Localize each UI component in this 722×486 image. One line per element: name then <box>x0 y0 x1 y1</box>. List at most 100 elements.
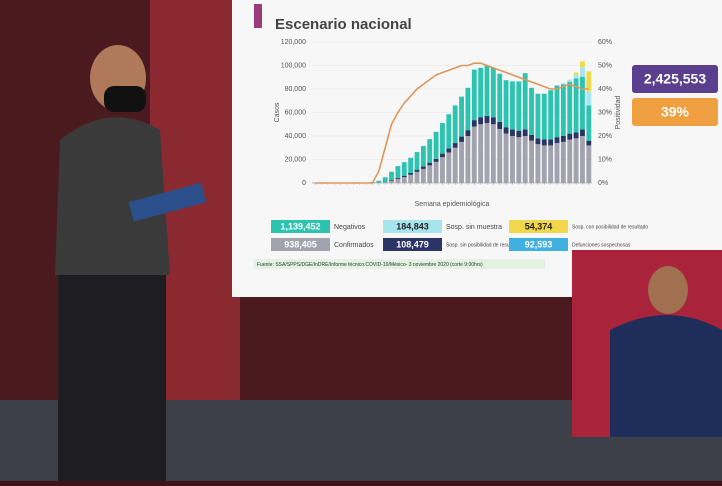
bar-segment <box>555 137 560 143</box>
bar-segment <box>542 140 547 146</box>
bar-segment <box>497 122 502 129</box>
bar-segment <box>529 88 534 135</box>
bar-segment <box>427 163 432 166</box>
bar-segment <box>421 146 426 167</box>
bar-segment <box>415 172 420 183</box>
bar-segment <box>389 180 394 181</box>
bar-segment <box>440 157 445 183</box>
y-tick-label: 80,000 <box>285 86 307 93</box>
bar-segment <box>567 80 572 82</box>
bar-segment <box>491 124 496 183</box>
y2-tick-label: 10% <box>598 156 612 163</box>
bar-segment <box>376 181 381 183</box>
y2-tick-label: 40% <box>598 86 612 93</box>
bar-segment <box>408 175 413 183</box>
bar-segment <box>478 68 483 117</box>
bar-segment <box>580 61 585 67</box>
y-tick-label: 60,000 <box>285 109 307 116</box>
bar-segment <box>478 124 483 183</box>
bar-segment <box>491 117 496 124</box>
bar-segment <box>395 178 400 179</box>
bar-segment <box>542 145 547 183</box>
bar-segment <box>434 162 439 183</box>
bar-segment <box>446 148 451 152</box>
bar-segment <box>446 152 451 183</box>
bar-segment <box>504 134 509 183</box>
source: Fuente: SSA/SPPS/DGE/InDRE/Informe técni… <box>257 262 483 268</box>
legend-total: 92,593 <box>525 239 553 249</box>
bar-segment <box>586 145 591 183</box>
bar-segment <box>491 68 496 117</box>
bar-segment <box>561 136 566 142</box>
bar-segment <box>548 145 553 183</box>
bar-segment <box>586 141 591 146</box>
y-tick-label: 100,000 <box>281 62 306 69</box>
bar-segment <box>408 173 413 175</box>
interpreter-head <box>648 266 688 314</box>
bar-segment <box>389 181 394 183</box>
y2-tick-label: 0% <box>598 180 608 187</box>
bar-segment <box>510 136 515 183</box>
bar-segment <box>485 66 490 117</box>
legend-label: Sosp. con posibilidad de resultado <box>572 224 648 230</box>
bar-segment <box>535 138 540 144</box>
y2-axis-label: Positividad <box>615 95 622 129</box>
legend-label: Confirmados <box>334 242 374 249</box>
bar-segment <box>580 77 585 130</box>
bar-segment <box>434 132 439 159</box>
bar-segment <box>561 84 566 136</box>
bar-segment <box>555 143 560 183</box>
bar-segment <box>472 70 477 121</box>
bar-segment <box>567 134 572 140</box>
title-accent <box>254 4 262 28</box>
bar-segment <box>523 130 528 136</box>
bar-segment <box>440 154 445 158</box>
highlight-value: 39% <box>661 104 690 120</box>
bar-segment <box>485 123 490 183</box>
bar-segment <box>408 158 413 173</box>
bar-segment <box>402 162 407 176</box>
legend-total: 938,405 <box>284 239 317 249</box>
bar-segment <box>586 105 591 140</box>
bar-segment <box>574 132 579 138</box>
bar-segment <box>389 172 394 180</box>
bar-segment <box>561 83 566 84</box>
bar-segment <box>402 177 407 183</box>
bar-segment <box>574 75 579 79</box>
bar-segment <box>446 114 451 148</box>
y2-tick-label: 50% <box>598 62 612 69</box>
bar-segment <box>472 127 477 183</box>
bar-segment <box>580 130 585 136</box>
chart-title: Escenario nacional <box>275 16 412 33</box>
legend-total: 54,374 <box>525 221 553 231</box>
bar-segment <box>421 167 426 169</box>
bar-segment <box>497 129 502 183</box>
bar-segment <box>580 136 585 183</box>
bar-segment <box>529 135 534 141</box>
highlight-value: 2,425,553 <box>644 71 706 87</box>
bar-segment <box>427 139 432 163</box>
bar-segment <box>561 142 566 183</box>
bar-segment <box>402 176 407 177</box>
y-tick-label: 0 <box>302 180 306 187</box>
y-tick-label: 40,000 <box>285 133 307 140</box>
bar-segment <box>472 120 477 126</box>
legend-total: 108,479 <box>396 239 429 249</box>
bar-segment <box>504 127 509 133</box>
bar-segment <box>504 80 509 127</box>
bar-segment <box>453 143 458 148</box>
bar-segment <box>383 177 388 181</box>
bar-segment <box>459 97 464 137</box>
bar-segment <box>535 94 540 139</box>
bar-segment <box>523 73 528 129</box>
bar-segment <box>574 138 579 183</box>
bar-segment <box>415 152 420 170</box>
bar-segment <box>516 137 521 183</box>
x-axis-label: Semana epidemiológica <box>415 201 490 208</box>
bar-segment <box>465 88 470 130</box>
bar-segment <box>555 85 560 137</box>
bar-segment <box>535 144 540 183</box>
bar-segment <box>465 130 470 136</box>
bar-segment <box>548 90 553 139</box>
bar-segment <box>510 130 515 136</box>
